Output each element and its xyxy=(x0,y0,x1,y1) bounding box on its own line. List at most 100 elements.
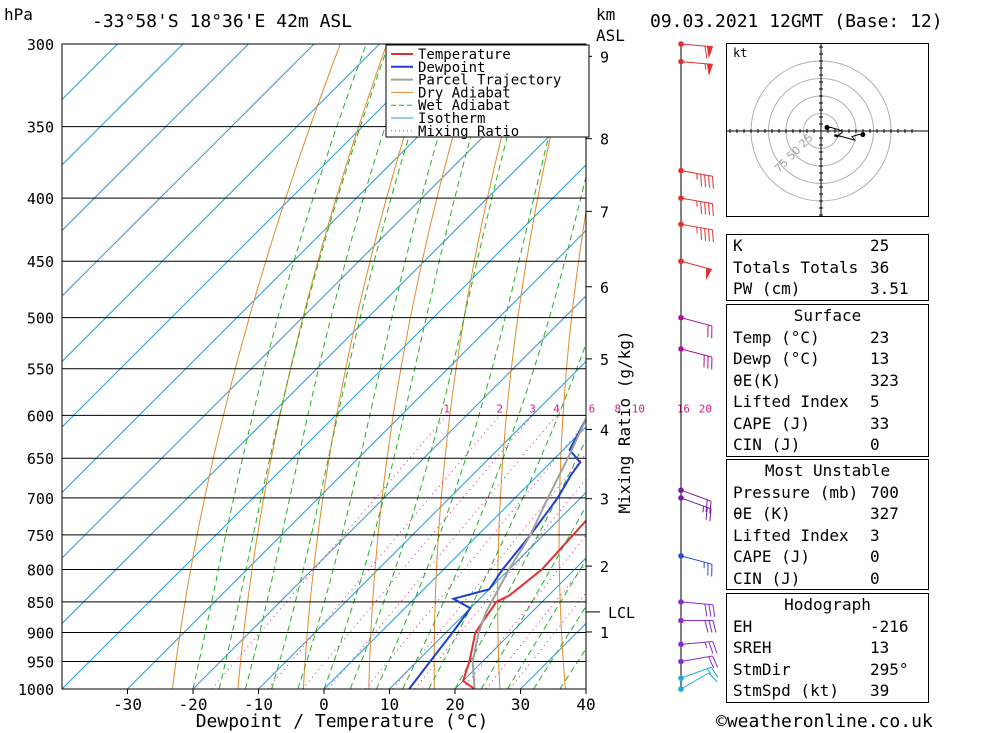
km-tick-label: 3 xyxy=(600,491,609,509)
table-row: CIN (J) 0 xyxy=(727,568,928,590)
wind-barb xyxy=(678,258,713,281)
wind-barb xyxy=(678,599,716,618)
wind-barb-flag xyxy=(708,656,715,669)
row-value: 327 xyxy=(870,504,899,523)
row-value: 5 xyxy=(870,392,880,411)
isotherm-line xyxy=(62,164,586,689)
wind-barb-flag xyxy=(705,499,708,513)
dry-adiabat-line xyxy=(368,44,481,689)
table-row: Dewp (°C) 13 xyxy=(727,348,928,370)
most-unstable-table: Most Unstable Pressure (mb) 700 θE (K) 327 Li… xyxy=(726,459,929,590)
wind-barb-half-flag xyxy=(706,668,712,675)
km-tick-label: 6 xyxy=(600,279,609,297)
wind-barb xyxy=(678,58,713,77)
dry-adiabat-line xyxy=(676,44,712,689)
table-row: Temp (°C) 23 xyxy=(727,327,928,349)
row-value: 295° xyxy=(870,659,909,679)
pressure-tick-label: 1000 xyxy=(18,681,54,699)
row-label: Lifted Index xyxy=(733,525,849,545)
wind-barb-flag xyxy=(704,174,707,188)
legend-entry: Wet Adiabat xyxy=(418,98,511,114)
legend-entry: Temperature xyxy=(418,47,511,63)
wet-adiabat-line xyxy=(428,342,586,689)
pressure-tick-label: 600 xyxy=(27,407,54,425)
pressure-tick-label: 550 xyxy=(27,361,54,379)
wind-barb-half-flag xyxy=(702,506,705,513)
hodograph-table: Hodograph EH -216 SREH 13 StmDir 295° StmSpd (k… xyxy=(726,593,929,703)
pressure-tick-label: 650 xyxy=(27,450,54,468)
row-value: 13 xyxy=(870,638,890,657)
wind-barb-shaft xyxy=(680,555,713,565)
isotherm-line xyxy=(62,44,249,232)
temperature-line xyxy=(461,519,586,689)
indices-table: K 25 Totals Totals 36 PW (cm) 3.51 xyxy=(726,234,929,301)
table-title: Most Unstable xyxy=(764,461,891,480)
wind-barb-half-flag xyxy=(704,642,708,649)
wind-barb-flag xyxy=(708,620,713,633)
pressure-tick-label: 400 xyxy=(27,190,54,208)
wind-barb xyxy=(678,167,714,189)
mixing-ratio-label: 6 xyxy=(589,402,596,415)
isotherm-line xyxy=(62,44,380,363)
hodograph: kt 25 50 75 xyxy=(726,39,929,223)
isotherm-line xyxy=(62,98,586,625)
wind-barb-flag xyxy=(712,203,714,217)
wind-barb xyxy=(678,672,718,692)
table-row: EH -216 xyxy=(727,616,928,638)
pressure-tick-label: 800 xyxy=(27,562,54,580)
wind-barb-flag xyxy=(708,175,710,188)
hodograph-start-dot xyxy=(824,125,830,130)
x-tick-label: 20 xyxy=(445,695,464,714)
wet-adiabat-line xyxy=(218,44,390,689)
wet-adiabat-line xyxy=(349,44,533,689)
wind-barb xyxy=(678,617,717,633)
x-tick-label: 30 xyxy=(511,695,530,714)
dewpoint-line xyxy=(408,416,586,689)
wind-barb-flag xyxy=(704,46,708,59)
wind-barb-shaft xyxy=(680,43,713,48)
km-tick-label: 8 xyxy=(600,131,609,149)
row-label: CAPE (J) xyxy=(733,413,811,433)
pressure-tick-label: 900 xyxy=(27,625,54,643)
row-label: CIN (J) xyxy=(733,435,801,454)
isotherm-line xyxy=(62,44,118,101)
wind-barb-flag xyxy=(712,604,716,618)
wind-barb-pennant xyxy=(706,63,713,77)
row-label: Dewp (°C) xyxy=(733,349,820,368)
dry-adiabat-line xyxy=(237,44,388,689)
x-tick-label: 0 xyxy=(319,695,329,714)
mixing-ratio-label: 16 xyxy=(677,402,690,415)
legend-entry: Dry Adiabat xyxy=(418,85,511,101)
wind-barb-flag xyxy=(708,604,712,617)
wet-adiabat-line xyxy=(192,44,367,689)
km-tick-label: 9 xyxy=(600,48,609,66)
x-tick-label: -30 xyxy=(113,695,142,714)
isotherm-line xyxy=(389,491,586,689)
table-title: Hodograph xyxy=(784,595,871,614)
x-axis-title: Dewpoint / Temperature (°C) xyxy=(196,711,489,732)
km-tick-label: 4 xyxy=(600,421,609,439)
row-label: CIN (J) xyxy=(733,568,801,588)
mixing-ratio-axis-title: Mixing Ratio (g/kg) xyxy=(615,330,634,513)
row-label: θE (K) xyxy=(733,504,791,523)
table-row: θE(K) 323 xyxy=(727,370,928,392)
isotherm-line xyxy=(62,44,315,297)
wind-barb xyxy=(678,666,719,681)
table-row: K 25 xyxy=(727,235,928,257)
table-row: CIN (J) 0 xyxy=(727,434,928,456)
wind-barb xyxy=(678,314,713,339)
row-value: 0 xyxy=(870,547,880,566)
table-row: Lifted Index 3 xyxy=(727,525,928,547)
table-row: Totals Totals 36 xyxy=(727,257,928,279)
row-value: 3 xyxy=(870,525,880,545)
wind-barb-pennant xyxy=(706,46,713,59)
pressure-tick-label: 950 xyxy=(27,654,54,672)
row-label: CAPE (J) xyxy=(733,547,811,566)
wind-barb-shaft xyxy=(680,672,709,690)
plot-frame xyxy=(61,43,587,690)
dry-adiabat-line xyxy=(558,208,586,689)
x-tick-label: -20 xyxy=(179,695,208,714)
dry-adiabat-line xyxy=(171,44,341,689)
x-tick-label: -10 xyxy=(244,695,273,714)
wind-barb-shaft xyxy=(680,666,712,679)
